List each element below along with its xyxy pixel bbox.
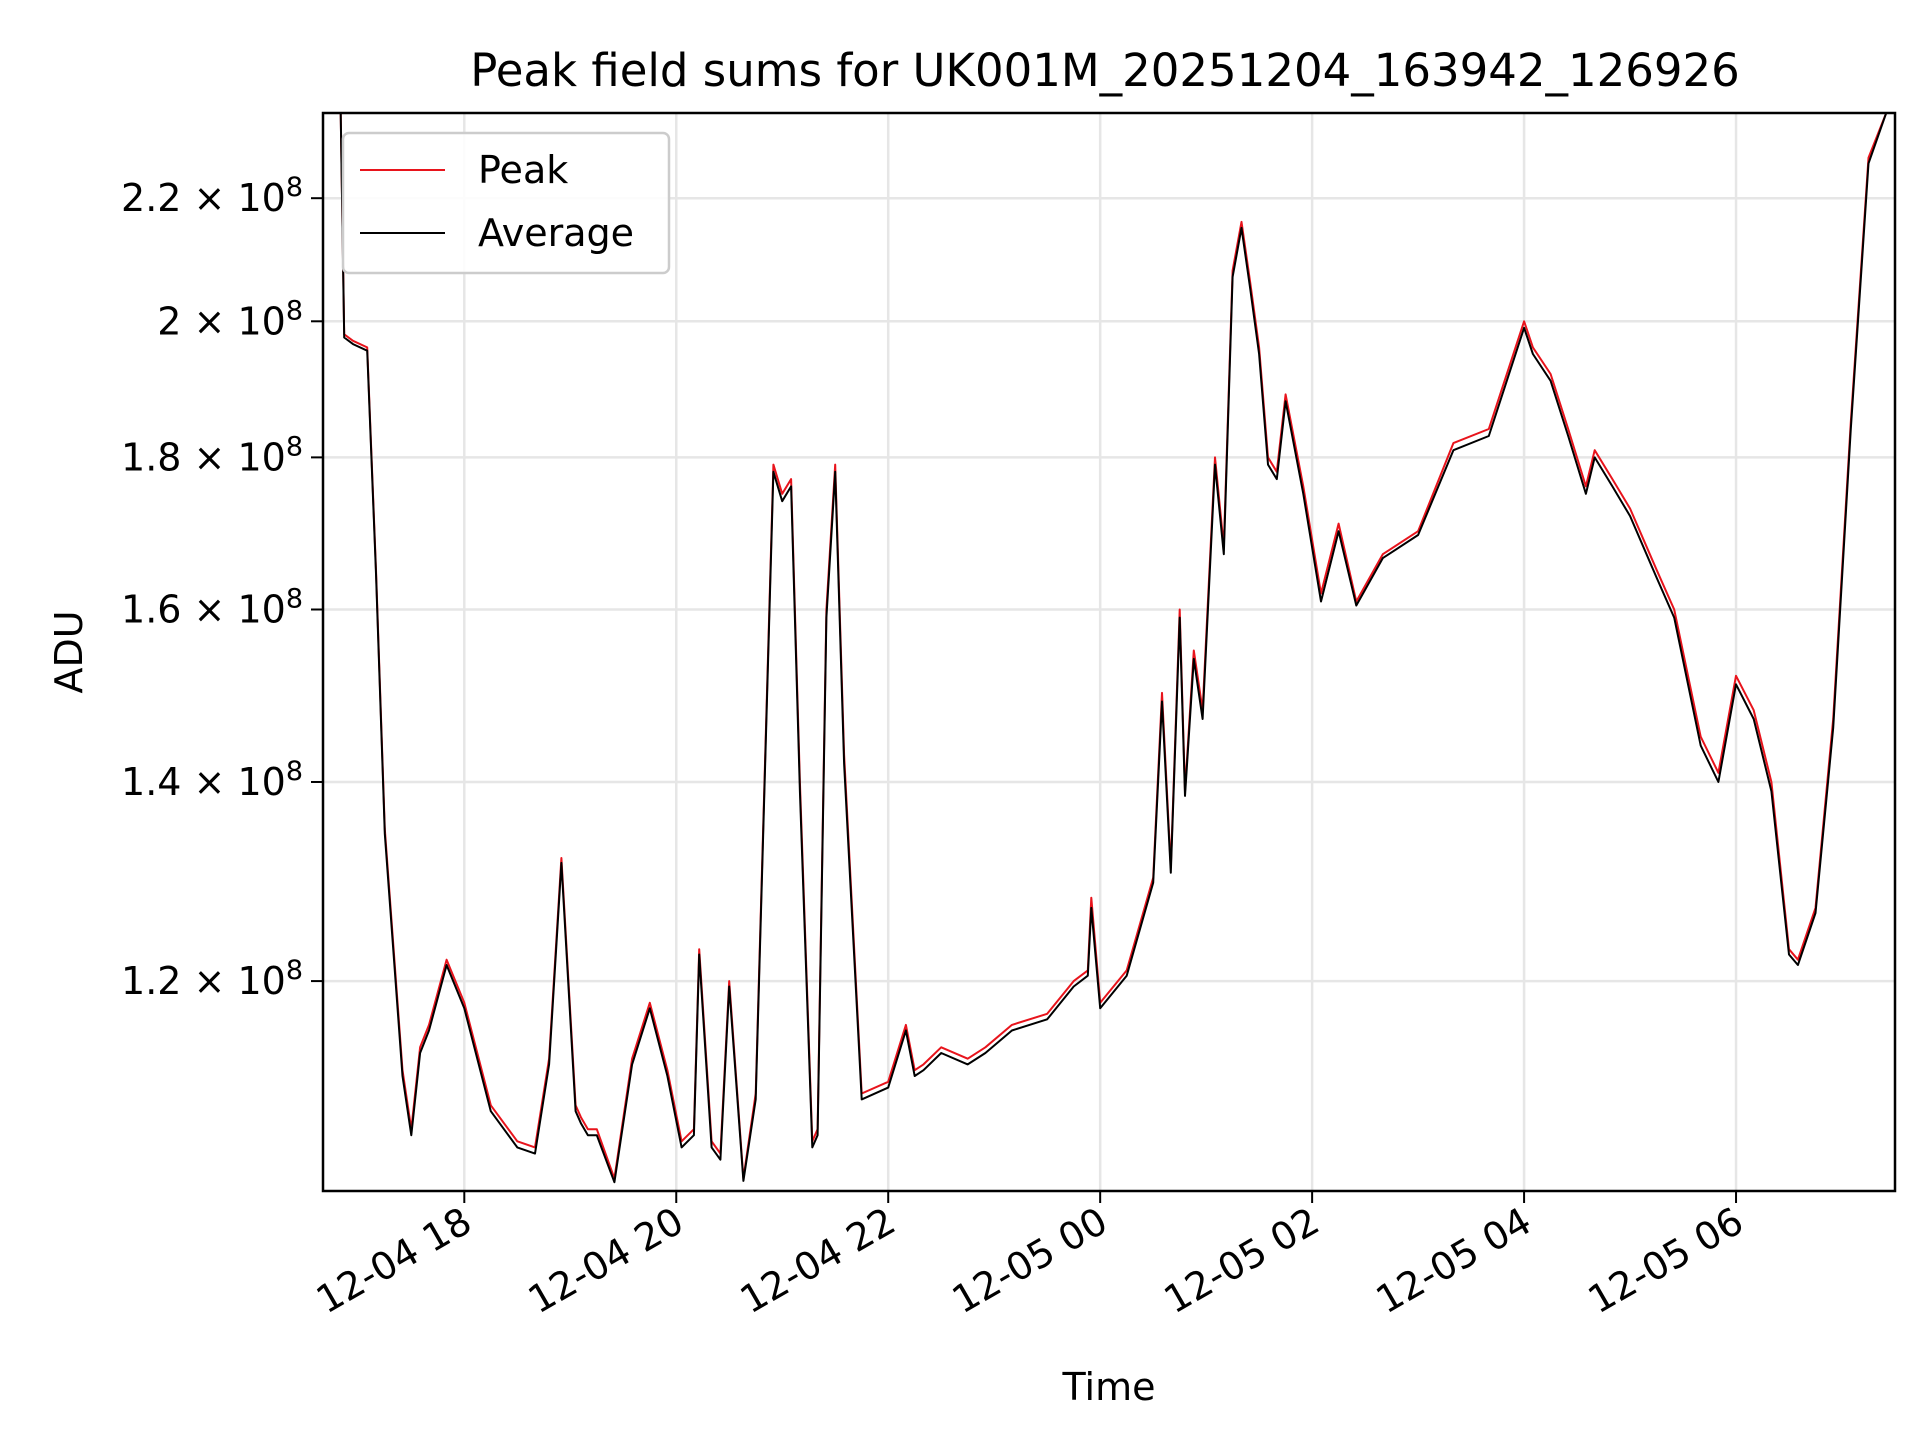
y-tick-exponent: 8 bbox=[286, 584, 303, 615]
y-tick-exponent: 8 bbox=[286, 955, 303, 986]
grid bbox=[323, 113, 1895, 1191]
y-tick-label: 2 × 108 bbox=[157, 295, 303, 343]
y-tick-exponent: 8 bbox=[286, 431, 303, 462]
y-tick-exponent: 8 bbox=[286, 756, 303, 787]
y-tick-mantissa: 1.6 bbox=[121, 588, 181, 632]
legend: Peak Average bbox=[341, 131, 671, 275]
y-tick-times: × 10 bbox=[181, 176, 285, 220]
y-tick-exponent: 8 bbox=[286, 295, 303, 326]
y-tick-times: × 10 bbox=[181, 760, 285, 804]
y-tick-label: 1.2 × 108 bbox=[121, 955, 303, 1003]
series-layer bbox=[323, 113, 1895, 1184]
x-axis-label: Time bbox=[1062, 1365, 1156, 1409]
y-tick-mantissa: 1.8 bbox=[121, 435, 181, 479]
y-tick-label: 1.8 × 108 bbox=[121, 431, 303, 479]
y-tick-exponent: 8 bbox=[286, 172, 303, 203]
y-tick-times: × 10 bbox=[181, 299, 285, 343]
legend-label-average: Average bbox=[478, 211, 634, 255]
legend-box bbox=[341, 131, 671, 275]
y-tick-mantissa: 1.4 bbox=[121, 760, 181, 804]
y-tick-times: × 10 bbox=[181, 959, 285, 1003]
y-tick-mantissa: 2.2 bbox=[121, 176, 181, 220]
plot-frame bbox=[321, 111, 1897, 1193]
y-tick-label: 2.2 × 108 bbox=[121, 172, 303, 220]
y-tick-times: × 10 bbox=[181, 588, 285, 632]
series-line-average bbox=[323, 113, 1895, 1184]
y-tick-mantissa: 2 bbox=[157, 299, 181, 343]
y-axis-label: ADU bbox=[47, 610, 91, 693]
y-tick-mantissa: 1.2 bbox=[121, 959, 181, 1003]
legend-label-peak: Peak bbox=[478, 148, 568, 192]
y-tick-label: 1.4 × 108 bbox=[121, 756, 303, 804]
y-tick-label: 1.6 × 108 bbox=[121, 584, 303, 632]
y-tick-times: × 10 bbox=[181, 435, 285, 479]
chart-title: Peak field sums for UK001M_20251204_1639… bbox=[470, 44, 1740, 97]
